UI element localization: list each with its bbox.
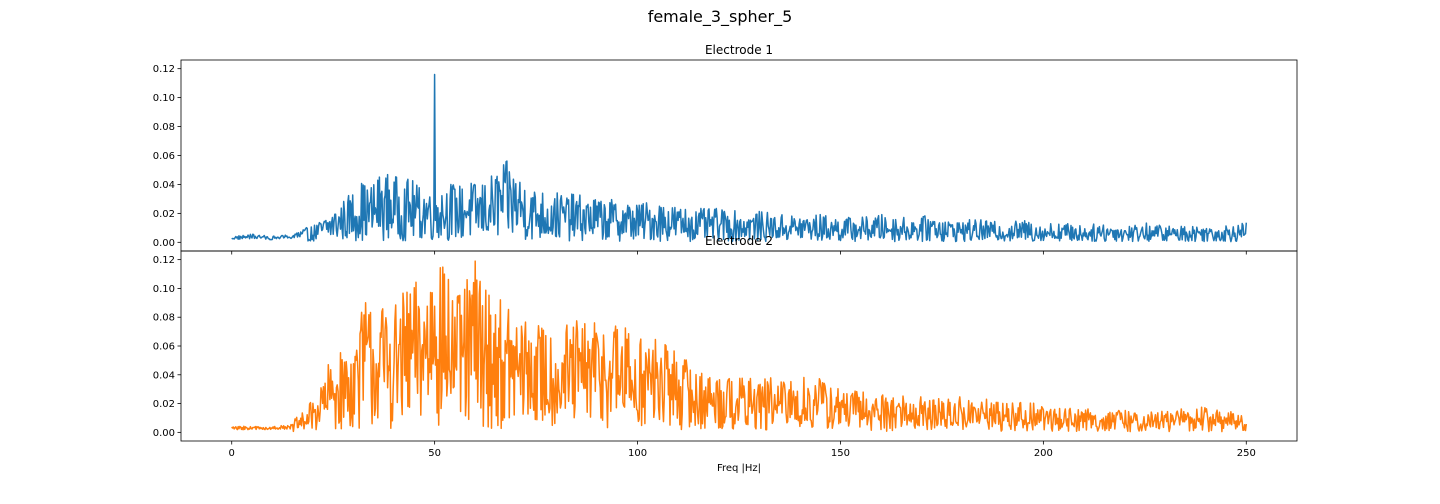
y-tick-label: 0.12: [153, 255, 175, 266]
y-tick-label: 0.04: [153, 180, 175, 191]
y-tick-label: 0.06: [153, 151, 175, 162]
x-tick-label: 50: [428, 448, 441, 459]
panel-1: 0.00 0.02 0.04 0.06 0.08 0.10 0.12: [153, 59, 1298, 255]
axes-frame: [180, 59, 1298, 252]
y-tick-label: 0.10: [153, 93, 175, 104]
y-tick-label: 0.06: [153, 342, 175, 353]
y-tick-label: 0.02: [153, 399, 175, 410]
y-tick-label: 0.02: [153, 209, 175, 220]
y-tick-label: 0.12: [153, 64, 175, 75]
series-line: [231, 260, 1248, 433]
panel-2: 0.00 0.02 0.04 0.06 0.08 0.10 0.12 0 50 100 150 200…: [153, 250, 1298, 474]
figure-title: female_3_spher_5: [648, 7, 793, 27]
y-tick-label: 0.04: [153, 370, 175, 381]
x-tick-label: 250: [1237, 448, 1256, 459]
y-tick-label: 0.00: [153, 238, 175, 249]
y-tick-label: 0.08: [153, 313, 175, 324]
x-tick-label: 0: [229, 448, 235, 459]
panel-title: Electrode 1: [705, 43, 773, 57]
x-tick-label: 200: [1034, 448, 1053, 459]
series-line: [231, 73, 1248, 243]
x-axis-label: Freq |Hz|: [717, 463, 761, 474]
y-tick-label: 0.08: [153, 122, 175, 133]
panel-title: Electrode 2: [705, 234, 773, 248]
x-tick-label: 150: [831, 448, 850, 459]
x-tick-label: 100: [628, 448, 647, 459]
y-tick-label: 0.00: [153, 428, 175, 439]
y-tick-label: 0.10: [153, 284, 175, 295]
